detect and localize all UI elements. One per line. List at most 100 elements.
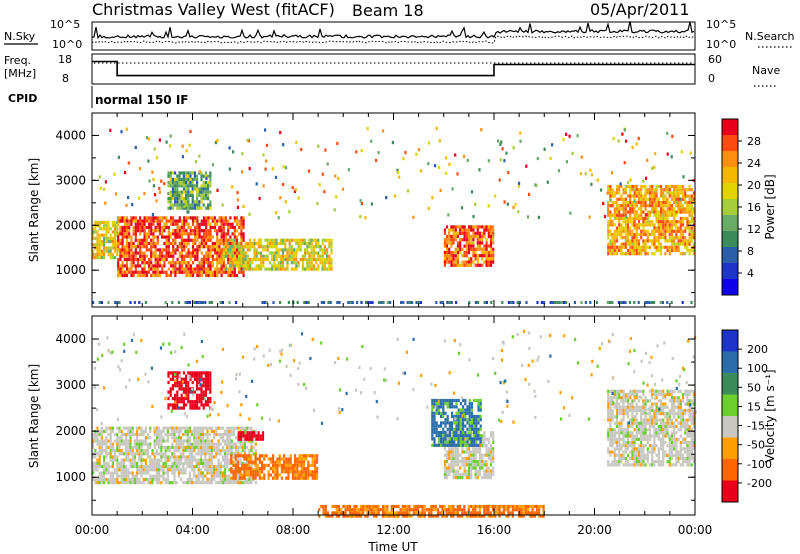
- echo-cell: [125, 229, 129, 233]
- echo-cell: [171, 452, 174, 456]
- echo-cell-ground: [633, 301, 636, 304]
- echo-cell: [103, 236, 106, 240]
- echo-cell: [174, 222, 177, 226]
- echo-cell: [476, 463, 479, 467]
- echo-cell: [285, 470, 288, 474]
- echo-cell: [156, 219, 159, 223]
- echo-cell: [141, 270, 144, 274]
- echo-cell: [642, 229, 645, 233]
- echo-cell: [316, 467, 319, 471]
- echo-cell: [171, 426, 174, 430]
- echo-cell: [162, 468, 165, 472]
- echo-cell: [633, 245, 636, 249]
- echo-cell: [123, 235, 126, 239]
- echo-cell: [615, 245, 619, 249]
- echo-cell: [487, 472, 490, 476]
- echo-cell: [147, 267, 151, 271]
- echo-cell: [290, 261, 293, 265]
- echo-cell: [620, 197, 623, 201]
- echo-cell: [692, 248, 696, 253]
- echo-cell: [642, 220, 645, 224]
- echo-cell: [456, 250, 460, 255]
- echo-cell: [277, 264, 280, 268]
- echo-cell: [264, 238, 267, 242]
- echo-cell: [125, 270, 129, 274]
- echo-cell: [178, 267, 181, 271]
- echo-cell: [609, 239, 612, 243]
- echo-cell: [310, 251, 313, 255]
- echo-cell: [139, 216, 142, 220]
- echo-cell: [202, 190, 205, 194]
- echo-cell: [147, 216, 151, 220]
- echo-cell: [191, 452, 194, 456]
- echo-cell: [305, 467, 308, 471]
- echo-cell-ground: [367, 301, 370, 304]
- echo-cell: [276, 457, 279, 461]
- echo-cell: [172, 270, 175, 274]
- echo-cell-sparse: [438, 139, 441, 143]
- echo-cell: [651, 184, 654, 189]
- echo-cell: [487, 453, 490, 457]
- echo-cell-sparse: [124, 170, 127, 175]
- echo-cell: [642, 184, 645, 189]
- echo-cell: [169, 184, 172, 188]
- echo-cell: [464, 443, 467, 447]
- echo-cell: [448, 398, 451, 403]
- echo-cell: [183, 241, 186, 246]
- echo-cell: [662, 223, 665, 227]
- echo-cell: [622, 242, 625, 246]
- echo-cell-ground: [219, 301, 222, 304]
- noise-sky-label: N.Sky: [4, 30, 36, 43]
- echo-cell: [668, 207, 671, 211]
- echo-cell: [326, 257, 329, 262]
- echo-cell-ground: [364, 301, 367, 304]
- echo-cell: [293, 267, 296, 271]
- echo-cell: [231, 251, 234, 255]
- echo-cell: [209, 222, 212, 226]
- echo-cell: [228, 442, 231, 446]
- echo-cell: [620, 226, 623, 230]
- echo-cell: [459, 411, 462, 415]
- echo-cell-ground: [595, 301, 598, 304]
- echo-cell: [468, 398, 471, 403]
- echo-cell: [455, 421, 458, 425]
- echo-cell: [247, 460, 250, 464]
- echo-cell: [136, 257, 140, 262]
- echo-cell: [609, 248, 612, 253]
- echo-cell: [172, 257, 175, 262]
- echo-cell: [238, 248, 241, 252]
- echo-cell: [692, 191, 696, 195]
- echo-cell: [613, 236, 616, 240]
- echo-cell: [129, 429, 132, 433]
- echo-cell: [154, 229, 157, 233]
- echo-cell: [94, 256, 97, 260]
- echo-cell: [236, 460, 239, 464]
- echo-cell: [136, 225, 140, 230]
- echo-cell: [289, 454, 292, 458]
- echo-cell: [143, 267, 146, 271]
- echo-cell: [98, 474, 101, 478]
- echo-cell-sparse: [662, 208, 665, 212]
- echo-cell: [222, 225, 225, 230]
- echo-cell: [216, 229, 219, 233]
- echo-cell: [183, 216, 186, 220]
- echo-cell: [485, 244, 488, 248]
- echo-cell: [206, 442, 209, 446]
- echo-cell: [635, 210, 638, 214]
- echo-cell: [191, 406, 194, 410]
- echo-cell-sparse: [487, 159, 490, 163]
- echo-cell: [171, 377, 174, 381]
- echo-cell: [609, 210, 612, 214]
- echo-cell: [173, 461, 176, 465]
- echo-cell: [294, 457, 297, 461]
- echo-cell: [323, 251, 326, 255]
- echo-cell: [169, 235, 173, 239]
- echo-cell: [129, 442, 132, 446]
- echo-cell: [153, 433, 156, 437]
- echo-cell: [166, 477, 169, 481]
- echo-cell: [233, 270, 236, 274]
- echo-cell: [224, 241, 228, 246]
- echo-cell: [123, 216, 126, 220]
- echo-cell: [160, 445, 163, 449]
- echo-cell: [162, 445, 165, 449]
